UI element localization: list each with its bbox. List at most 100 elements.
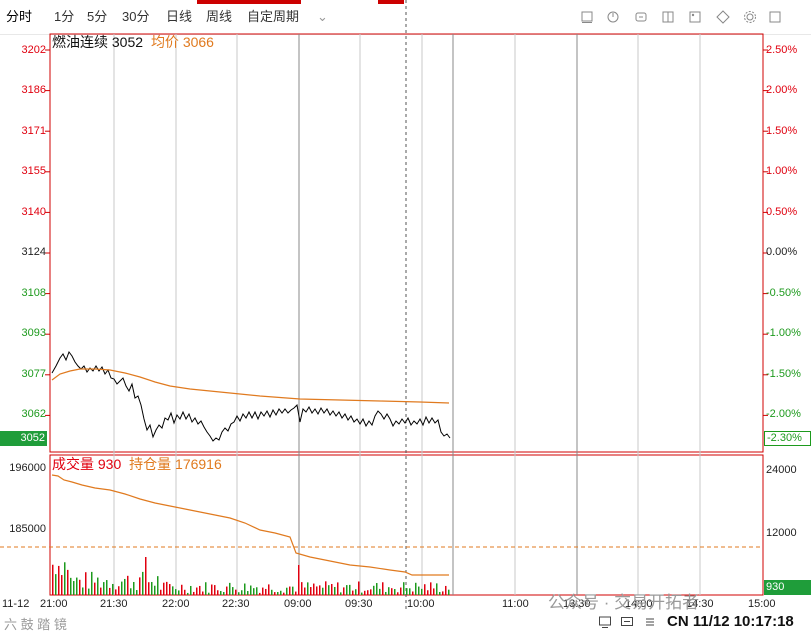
volume-bar bbox=[403, 582, 405, 595]
x-tick: 14:30 bbox=[686, 598, 714, 610]
volume-bar bbox=[400, 587, 402, 595]
current-volume-box: 930 bbox=[764, 580, 811, 595]
settings-icon[interactable] bbox=[743, 10, 757, 24]
volume-bar bbox=[394, 589, 396, 595]
volume-bar bbox=[139, 577, 141, 595]
volume-bar bbox=[397, 592, 399, 595]
volume-bar bbox=[202, 591, 204, 595]
price-tick: 3171 bbox=[21, 125, 46, 137]
volume-bar bbox=[280, 590, 282, 595]
x-tick: 10:00 bbox=[407, 598, 435, 610]
volume-bar bbox=[448, 589, 450, 595]
volume-bar bbox=[406, 588, 408, 595]
volume-bar bbox=[112, 583, 114, 595]
main-legend: 燃油连续 3052 均价 3066 bbox=[52, 34, 214, 50]
volume-bar bbox=[145, 557, 147, 595]
volume-bar bbox=[367, 590, 369, 595]
volume-bar bbox=[79, 579, 81, 595]
x-tick: 14:00 bbox=[625, 598, 653, 610]
tab-weekly[interactable]: 周线 bbox=[206, 9, 233, 24]
volume-bar bbox=[208, 592, 210, 595]
window-icon[interactable] bbox=[580, 10, 594, 24]
volume-bar bbox=[427, 590, 429, 595]
volume-bar bbox=[184, 589, 186, 595]
tab-1min[interactable]: 1分 bbox=[54, 9, 75, 24]
volume-bar bbox=[313, 583, 315, 595]
volume-bar bbox=[136, 590, 138, 595]
volume-bar bbox=[64, 562, 66, 595]
sync-icon[interactable] bbox=[634, 10, 648, 24]
volume-bar bbox=[118, 586, 120, 595]
volume-bar bbox=[67, 569, 69, 595]
volume-bar bbox=[286, 587, 288, 595]
tab-custom-period[interactable]: 自定周期 bbox=[247, 9, 300, 24]
price-tick: 3155 bbox=[21, 165, 46, 177]
price-tick: 3140 bbox=[21, 206, 46, 218]
volume-bar bbox=[151, 581, 153, 595]
clock: CN 11/12 10:17:18 bbox=[667, 613, 794, 630]
drawing-icon[interactable] bbox=[606, 10, 620, 24]
volume-bar bbox=[94, 582, 96, 595]
volume-bar bbox=[160, 589, 162, 595]
volume-bar bbox=[355, 589, 357, 595]
pct-tick: 0.50% bbox=[766, 206, 798, 218]
volume-bar bbox=[373, 585, 375, 595]
volume-bar bbox=[193, 591, 195, 595]
volume-bar bbox=[325, 581, 327, 595]
maximize-icon[interactable] bbox=[768, 10, 782, 24]
tab-5min[interactable]: 5分 bbox=[87, 9, 108, 24]
volume-bar bbox=[421, 588, 423, 595]
volume-bar bbox=[205, 582, 207, 595]
volume-bar bbox=[235, 589, 237, 595]
volume-bar bbox=[85, 572, 87, 595]
chevron-down-icon[interactable]: ⌄ bbox=[317, 9, 328, 24]
price-tick: 3124 bbox=[21, 246, 46, 258]
open-interest-label: 持仓量 bbox=[129, 456, 172, 472]
pct-tick: 2.00% bbox=[766, 84, 798, 96]
tab-30min[interactable]: 30分 bbox=[122, 9, 150, 24]
volume-bar bbox=[214, 585, 216, 595]
list-icon[interactable] bbox=[643, 615, 657, 629]
volume-bar bbox=[157, 576, 159, 595]
volume-bar bbox=[376, 583, 378, 595]
volume-bar bbox=[61, 575, 63, 595]
x-tick: 11:00 bbox=[502, 598, 529, 610]
volume-bar bbox=[154, 585, 156, 595]
tab-daily[interactable]: 日线 bbox=[166, 9, 193, 24]
image-icon[interactable] bbox=[688, 10, 702, 24]
volume-bar bbox=[358, 581, 360, 595]
volume-bar bbox=[289, 586, 291, 595]
monitor-icon[interactable] bbox=[598, 615, 612, 629]
volume-bar bbox=[232, 587, 234, 595]
volume-bar bbox=[106, 580, 108, 595]
volume-bar bbox=[415, 582, 417, 595]
x-tick: 21:00 bbox=[40, 598, 68, 610]
open-interest-value: 176916 bbox=[175, 456, 222, 472]
volume-bar bbox=[265, 588, 267, 595]
volume-bar bbox=[133, 581, 135, 595]
volume-bar bbox=[181, 584, 183, 595]
volume-bar bbox=[343, 587, 345, 595]
volume-bar bbox=[109, 587, 111, 595]
volume-bar bbox=[55, 574, 57, 595]
pct-tick: 2.50% bbox=[766, 44, 798, 56]
last-price: 3052 bbox=[111, 34, 144, 50]
price-line bbox=[51, 350, 451, 442]
volume-bar bbox=[88, 588, 90, 595]
pct-tick: 1.00% bbox=[766, 165, 798, 177]
volume-bar bbox=[253, 588, 255, 595]
volume-bar bbox=[334, 586, 336, 595]
avg-price-value: 3066 bbox=[182, 34, 214, 50]
pct-tick: -2.00% bbox=[766, 408, 801, 420]
x-tick: 21:30 bbox=[100, 598, 128, 610]
screenshot-icon[interactable] bbox=[716, 10, 730, 24]
tab-fenshi[interactable]: 分时 bbox=[6, 9, 33, 24]
message-icon[interactable] bbox=[620, 615, 634, 629]
volume-bar bbox=[274, 592, 276, 595]
volume-bar bbox=[385, 591, 387, 595]
volume-bar bbox=[223, 592, 225, 595]
pct-tick: -1.50% bbox=[766, 368, 801, 380]
volume-bar bbox=[247, 591, 249, 595]
layout-icon[interactable] bbox=[661, 10, 675, 24]
